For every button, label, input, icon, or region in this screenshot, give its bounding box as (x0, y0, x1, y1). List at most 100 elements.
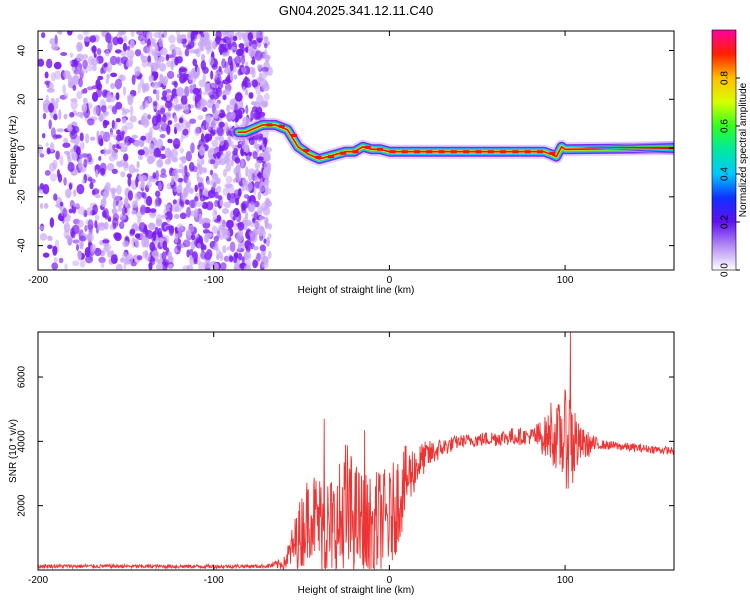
noise-speckle (66, 151, 71, 160)
noise-speckle (226, 246, 230, 251)
noise-speckle (167, 251, 172, 260)
noise-speckle (70, 231, 76, 239)
noise-speckle (170, 60, 174, 71)
noise-speckle (144, 252, 151, 262)
noise-speckle (141, 178, 145, 189)
noise-speckle (211, 63, 218, 70)
noise-speckle (204, 233, 210, 243)
snr-panel: -200 -100 0 100 2000 4000 6000 Height of strai… (8, 331, 675, 596)
noise-speckle (254, 50, 263, 61)
noise-speckle (55, 150, 60, 160)
noise-speckle (130, 31, 135, 37)
noise-speckle (155, 190, 161, 198)
noise-speckle (166, 54, 174, 59)
noise-speckle (240, 148, 244, 155)
noise-speckle (105, 32, 112, 43)
noise-speckle (161, 96, 167, 101)
noise-speckle (225, 162, 232, 172)
noise-speckle (189, 199, 196, 209)
noise-speckle (62, 208, 68, 218)
noise-speckle (109, 132, 114, 138)
noise-speckle (202, 73, 207, 82)
snr-y-axis-label: SNR (10 * v/v) (8, 419, 19, 483)
noise-speckle (219, 198, 224, 207)
noise-speckle (176, 87, 185, 97)
noise-speckle (160, 168, 167, 176)
noise-speckle (242, 86, 246, 92)
noise-speckle (233, 253, 238, 264)
noise-speckle (263, 238, 267, 244)
noise-speckle (173, 104, 182, 112)
noise-speckle (205, 114, 212, 123)
noise-speckle (247, 32, 253, 42)
noise-speckle (64, 263, 68, 270)
noise-speckle (79, 260, 86, 268)
noise-speckle (151, 82, 160, 89)
noise-speckle (235, 171, 242, 183)
noise-speckle (222, 208, 229, 215)
noise-speckle (144, 84, 148, 91)
noise-speckle (126, 253, 134, 264)
noise-speckle (129, 105, 134, 116)
noise-speckle (228, 197, 236, 204)
noise-speckle (78, 235, 87, 242)
noise-speckle (166, 218, 171, 224)
noise-speckle (173, 185, 178, 193)
noise-speckle (173, 46, 182, 56)
noise-speckle (172, 138, 181, 150)
noise-speckle (122, 35, 128, 43)
noise-speckle (216, 185, 222, 193)
noise-speckle (222, 245, 227, 254)
noise-speckle (152, 100, 158, 107)
noise-speckle (158, 181, 162, 191)
noise-speckle (214, 199, 219, 208)
noise-speckle (158, 31, 163, 39)
noise-speckle (97, 134, 104, 146)
noise-speckle (262, 137, 268, 145)
noise-speckle (119, 146, 128, 153)
noise-speckle (245, 181, 253, 192)
noise-speckle (94, 214, 100, 221)
spectrogram-content (38, 31, 674, 270)
noise-speckle (98, 156, 102, 161)
noise-speckle (200, 97, 205, 104)
noise-speckle (250, 101, 257, 106)
noise-speckle (174, 56, 179, 66)
noise-speckle (142, 192, 147, 199)
noise-speckle (146, 195, 153, 207)
noise-speckle (203, 167, 207, 173)
noise-speckle (100, 261, 105, 269)
noise-speckle (251, 59, 256, 65)
noise-speckle (148, 222, 156, 231)
noise-speckle (200, 60, 206, 71)
colorbar-gradient (711, 29, 737, 271)
noise-speckle (125, 122, 134, 130)
noise-speckle (103, 66, 110, 72)
noise-speckle (165, 93, 172, 101)
noise-speckle (146, 31, 153, 40)
noise-speckle (253, 185, 257, 196)
noise-speckle (223, 36, 230, 43)
noise-speckle (42, 184, 50, 195)
noise-speckle (237, 144, 243, 149)
spectrogram-x-axis-label: Height of straight line (km) (298, 285, 415, 296)
noise-speckle (96, 48, 102, 56)
noise-speckle (242, 217, 248, 225)
noise-speckle (180, 135, 184, 142)
noise-speckle (53, 257, 58, 263)
noise-speckle (164, 100, 173, 109)
noise-speckle (259, 244, 266, 252)
noise-speckle (49, 162, 56, 172)
noise-speckle (81, 103, 88, 113)
noise-speckle (204, 82, 210, 92)
noise-speckle (160, 107, 166, 115)
noise-speckle (151, 250, 159, 257)
noise-speckle (122, 160, 129, 172)
x-tick-label: 100 (557, 575, 574, 586)
noise-speckle (100, 67, 104, 75)
noise-speckle (71, 59, 77, 65)
noise-speckle (248, 39, 253, 47)
noise-speckle (197, 242, 202, 249)
noise-speckle (201, 125, 205, 136)
